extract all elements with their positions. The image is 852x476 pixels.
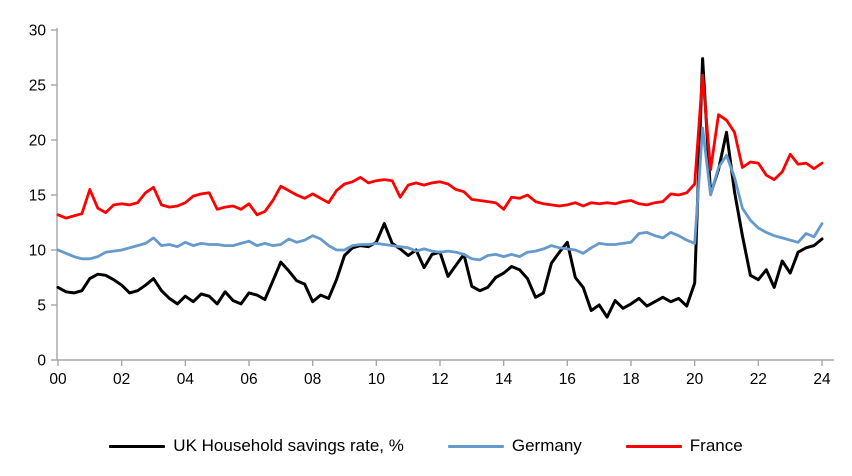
x-axis-label: 02 xyxy=(113,371,130,388)
germany-line-swatch xyxy=(447,444,504,448)
legend-label-uk: UK Household savings rate, % xyxy=(173,436,404,455)
y-axis-label: 15 xyxy=(29,188,46,205)
y-axis-label: 0 xyxy=(37,353,46,370)
x-axis-label: 10 xyxy=(368,371,386,388)
x-axis-label: 22 xyxy=(750,371,767,388)
y-axis-label: 5 xyxy=(37,298,46,315)
chart-legend: UK Household savings rate, % Germany Fra… xyxy=(0,424,852,468)
x-axis-label: 24 xyxy=(813,371,831,388)
x-axis-label: 14 xyxy=(495,371,513,388)
uk-line xyxy=(56,57,824,319)
x-axis-label: 00 xyxy=(49,371,67,388)
x-axis-label: 20 xyxy=(686,371,704,388)
x-axis-label: 08 xyxy=(304,371,321,388)
legend-item-uk: UK Household savings rate, % xyxy=(109,436,404,456)
y-axis-label: 25 xyxy=(29,78,46,95)
legend-label-germany: Germany xyxy=(511,436,582,455)
legend-item-germany: Germany xyxy=(447,436,582,456)
legend-label-france: France xyxy=(689,436,743,455)
x-axis-label: 16 xyxy=(559,371,576,388)
x-axis-label: 06 xyxy=(240,371,257,388)
legend-item-france: France xyxy=(625,436,743,456)
uk-line-swatch xyxy=(109,444,166,448)
y-axis-label: 10 xyxy=(29,243,47,260)
chart-plot-area: 0 5 10 15 20 25 30 00 02 04 06 08 10 12 14 16 18 20 22 24 xyxy=(29,23,834,388)
x-axis-label: 18 xyxy=(622,371,639,388)
x-axis-label: 04 xyxy=(177,371,195,388)
france-line-swatch xyxy=(625,444,682,448)
france-line xyxy=(56,73,824,220)
y-axis-label: 20 xyxy=(29,133,47,150)
y-axis-label: 30 xyxy=(29,23,47,40)
x-axis-label: 12 xyxy=(431,371,448,388)
germany-line xyxy=(56,126,824,262)
